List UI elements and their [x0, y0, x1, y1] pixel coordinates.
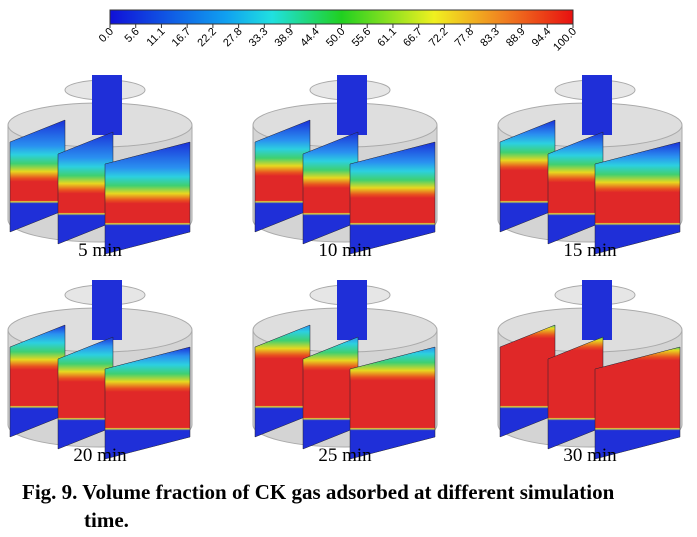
colorbar-tick-label: 83.3: [478, 26, 502, 50]
panel: 5 min: [7, 75, 193, 261]
panel-label: 5 min: [78, 240, 122, 261]
panel-label: 25 min: [318, 445, 372, 466]
fin: [337, 75, 367, 135]
fin: [92, 75, 122, 135]
caption-line: Fig. 9. Volume fraction of CK gas adsorb…: [22, 480, 615, 504]
colorbar-tick-label: 44.4: [298, 26, 322, 50]
panel: 25 min: [252, 280, 438, 466]
slab: [349, 346, 436, 460]
colorbar-tick-label: 16.7: [170, 26, 194, 50]
fin: [92, 280, 122, 340]
colorbar-tick-label: 22.2: [195, 26, 219, 50]
slab: [104, 346, 191, 460]
panel: 10 min: [252, 75, 438, 261]
fin: [582, 75, 612, 135]
slab: [594, 141, 681, 255]
panel-label: 15 min: [563, 240, 617, 261]
colorbar-tick-label: 0.0: [97, 26, 116, 45]
colorbar-tick-label: 38.9: [273, 26, 297, 50]
colorbar-tick-label: 72.2: [427, 26, 451, 50]
caption-line: time.: [84, 508, 129, 532]
slab: [104, 141, 191, 255]
fin: [582, 280, 612, 340]
slab: [349, 141, 436, 255]
colorbar-tick-label: 61.1: [375, 26, 399, 50]
panel: 20 min: [7, 280, 193, 466]
panel-label: 20 min: [73, 445, 127, 466]
colorbar-tick-label: 77.8: [453, 26, 477, 50]
panel-label: 30 min: [563, 445, 617, 466]
slab: [594, 346, 681, 460]
colorbar-tick-label: 100.0: [551, 26, 579, 54]
colorbar-tick-label: 27.8: [221, 26, 245, 50]
fin: [337, 280, 367, 340]
colorbar-tick-label: 94.4: [530, 26, 554, 50]
colorbar-tick-label: 66.7: [401, 26, 425, 50]
panel-label: 10 min: [318, 240, 372, 261]
colorbar-tick-label: 88.9: [504, 26, 528, 50]
panel: 30 min: [497, 280, 683, 466]
colorbar-tick-label: 50.0: [324, 26, 348, 50]
colorbar-tick-label: 11.1: [145, 26, 168, 49]
colorbar-tick-label: 5.6: [123, 26, 142, 45]
colorbar-tick-label: 55.6: [350, 26, 374, 50]
colorbar: [109, 9, 574, 25]
figure: 0.0 5.6 11.1 16.7 22.2 27.8 33.3 38.9 44.4 50.0 55…: [7, 9, 683, 466]
colorbar-tick-label: 33.3: [247, 26, 271, 50]
panel: 15 min: [497, 75, 683, 261]
